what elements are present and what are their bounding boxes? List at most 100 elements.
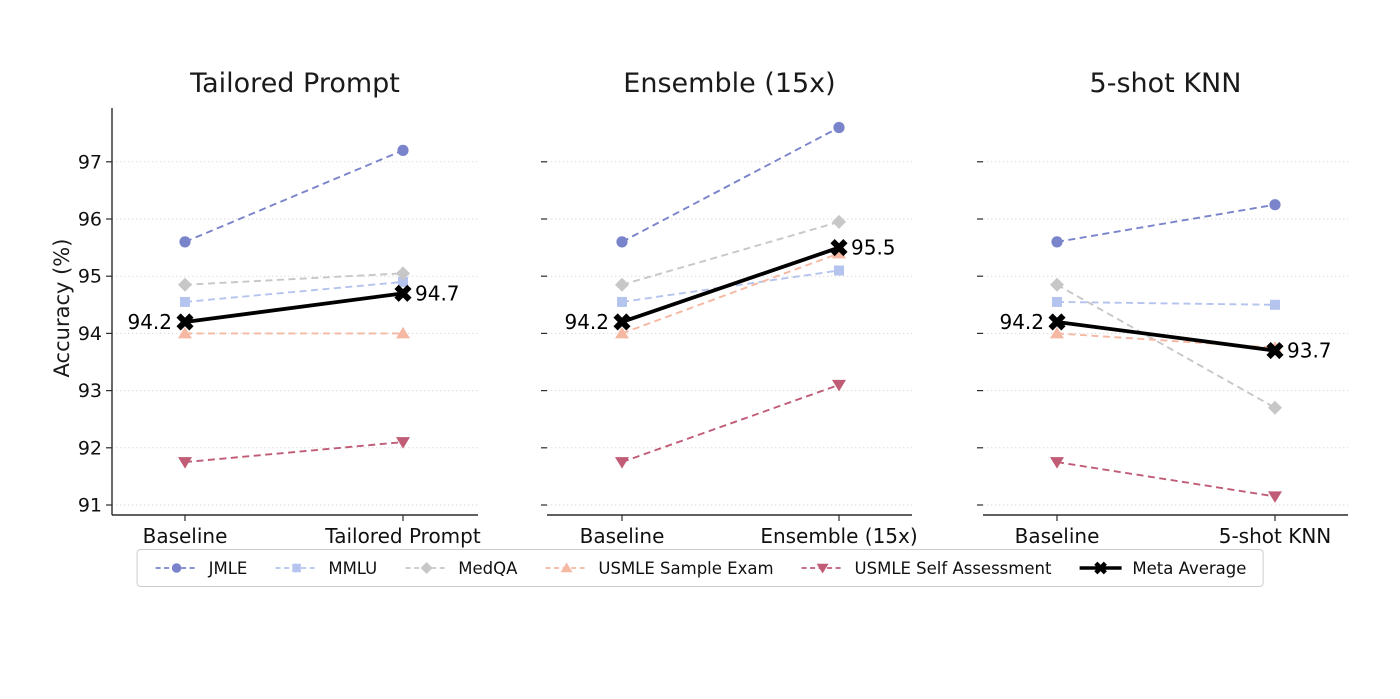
y-tick-label: 95: [78, 266, 102, 288]
legend-marker-jmle-icon: [155, 563, 198, 573]
series-line-meta-average: [621, 245, 840, 324]
legend-item-medqa: MedQA: [403, 559, 517, 578]
marker-usmle-self-assessment-0: [615, 457, 629, 469]
x-tick-label-baseline: Baseline: [580, 524, 665, 548]
legend-label: JMLE: [208, 558, 248, 578]
annotation-93.7: 93.7: [1287, 339, 1332, 363]
legend-marker-usmle-sample-exam-icon: [545, 562, 588, 573]
series-line-usmle-self-assessment: [621, 383, 840, 463]
marker-jmle-0: [616, 236, 628, 248]
marker-meta-average-legend: [1094, 561, 1107, 575]
marker-usmle-self-assessment-1: [396, 437, 410, 449]
legend-item-usmle-sample-exam: USMLE Sample Exam: [543, 558, 774, 578]
marker-usmle-self-assessment-1: [1268, 491, 1282, 503]
y-tick-label: 92: [78, 437, 102, 459]
marker-mmlu-legend: [292, 563, 301, 573]
panel-5-shot-knn: Baseline 5-shot KNN 94.2 93.7: [977, 161, 1348, 548]
panel-title-5-shot-knn: 5-shot KNN: [1089, 68, 1242, 99]
y-tick-label: 97: [78, 151, 102, 173]
series-line-meta-average: [1056, 320, 1276, 353]
legend-label: Meta Average: [1132, 558, 1247, 578]
legend-label: MMLU: [328, 558, 378, 578]
marker-meta-average-1: [394, 284, 412, 302]
panel-tailored-prompt: 91 92 93 94 95 96 97 Baseline Tailored Prompt 94.…: [78, 108, 481, 548]
legend-item-mmlu: MMLU: [273, 559, 377, 578]
marker-mmlu-0: [1052, 296, 1062, 307]
marker-usmle-sample-exam-1: [832, 246, 846, 259]
chart-canvas: 91 92 93 94 95 96 97 Baseline Tailored Prompt 94.…: [78, 108, 1348, 548]
marker-medqa-1: [396, 266, 410, 281]
legend-marker-medqa-icon: [405, 562, 448, 574]
marker-jmle-legend: [171, 563, 182, 573]
marker-mmlu-0: [180, 296, 190, 307]
annotation-95.5: 95.5: [851, 236, 896, 260]
y-tick-label: 94: [78, 323, 102, 345]
marker-usmle-sample-exam-0: [178, 326, 192, 339]
series-line-jmle: [621, 126, 840, 243]
legend-item-jmle: JMLE: [154, 558, 248, 578]
panel-ensemble-15x: Baseline Ensemble (15x) 94.2 95.5: [541, 121, 918, 548]
y-axis-label: Accuracy (%): [50, 238, 74, 378]
series-line-meta-average: [184, 291, 404, 324]
series-line-jmle: [1056, 203, 1276, 243]
marker-medqa-1: [832, 214, 846, 229]
marker-usmle-self-assessment-0: [178, 457, 192, 469]
legend-marker-mmlu-icon: [275, 563, 318, 573]
marker-medqa-0: [1050, 277, 1064, 292]
panel-title-ensemble-15x: Ensemble (15x): [623, 68, 836, 99]
series-line-mmlu: [1056, 300, 1276, 306]
marker-medqa-0: [615, 277, 629, 292]
x-tick-label-tailored-prompt: Tailored Prompt: [324, 524, 481, 548]
marker-meta-average-1: [1266, 342, 1284, 360]
marker-usmle-self-assessment-1: [832, 379, 846, 392]
marker-usmle-self-assessment-legend: [816, 563, 829, 574]
series-line-medqa: [184, 272, 404, 286]
panel-title-tailored-prompt: Tailored Prompt: [190, 68, 400, 99]
x-tick-label-baseline: Baseline: [1015, 524, 1100, 548]
marker-mmlu-1: [398, 276, 408, 287]
marker-mmlu-1: [1270, 299, 1280, 310]
y-tick-label: 93: [78, 380, 102, 402]
series-line-medqa: [621, 220, 840, 286]
series-line-usmle-self-assessment: [1056, 461, 1276, 498]
legend-label: USMLE Sample Exam: [598, 558, 774, 578]
marker-medqa-0: [178, 277, 192, 292]
marker-usmle-self-assessment-0: [1050, 457, 1064, 469]
x-tick-label-baseline: Baseline: [143, 524, 228, 548]
legend-label: USMLE Self Assessment: [854, 558, 1052, 578]
marker-usmle-sample-exam-0: [615, 326, 629, 339]
legend-item-meta-average: Meta Average: [1077, 559, 1246, 578]
marker-meta-average-1: [830, 239, 848, 257]
marker-jmle-1: [397, 144, 409, 156]
marker-jmle-0: [179, 236, 191, 248]
series-line-mmlu: [184, 280, 404, 303]
annotation-94.2: 94.2: [127, 310, 172, 334]
marker-usmle-sample-exam-legend: [560, 562, 573, 573]
marker-jmle-1: [1269, 199, 1281, 211]
marker-jmle-0: [1051, 236, 1063, 248]
y-tick-label: 91: [78, 495, 102, 517]
x-tick-label-ensemble-15x: Ensemble (15x): [760, 524, 917, 548]
marker-meta-average-0: [176, 313, 194, 331]
legend: JMLE MMLU MedQA USMLE Sample Exam USMLE Self…: [136, 549, 1264, 587]
series-line-usmle-sample-exam: [1056, 332, 1276, 349]
legend-label: MedQA: [458, 558, 518, 578]
series-line-usmle-self-assessment: [184, 441, 404, 464]
marker-meta-average-0: [1048, 313, 1066, 331]
x-tick-label-5-shot-knn: 5-shot KNN: [1219, 524, 1332, 548]
series-line-usmle-sample-exam: [621, 252, 840, 335]
annotation-94.2: 94.2: [564, 310, 609, 334]
annotation-94.2: 94.2: [999, 310, 1044, 334]
legend-marker-usmle-self-assessment-icon: [801, 563, 844, 574]
legend-marker-meta-average-icon: [1079, 561, 1122, 575]
series-line-medqa: [1056, 283, 1276, 409]
annotation-94.7: 94.7: [415, 281, 460, 305]
marker-mmlu-0: [617, 296, 627, 307]
marker-medqa-1: [1268, 400, 1282, 415]
marker-mmlu-1: [834, 265, 844, 276]
marker-usmle-sample-exam-1: [396, 326, 410, 339]
marker-medqa-legend: [420, 562, 433, 574]
marker-jmle-1: [833, 121, 845, 134]
y-tick-label: 96: [78, 209, 102, 231]
